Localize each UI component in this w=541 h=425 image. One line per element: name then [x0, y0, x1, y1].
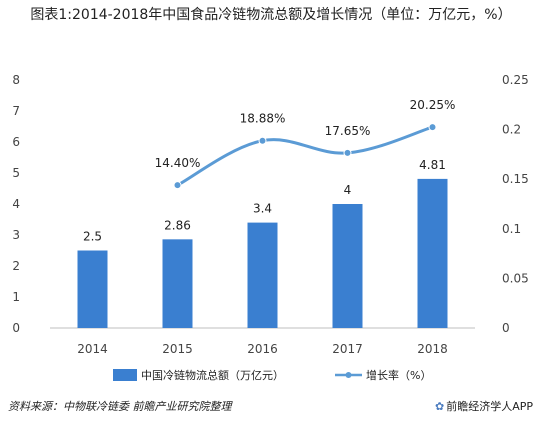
legend: 中国冷链物流总额（万亿元） 增长率（%） [113, 368, 431, 382]
growth-rate-line [176, 125, 433, 187]
right-axis-tick-label: 0 [502, 321, 510, 335]
legend-label-line: 增长率（%） [366, 368, 431, 382]
left-axis-ticks: 0 1 2 3 4 5 6 7 8 [12, 73, 20, 335]
bar-label-2014: 2.5 [83, 230, 102, 244]
x-axis-tick-label: 2018 [417, 342, 448, 356]
bar-series [77, 178, 448, 328]
bar-2017 [332, 204, 363, 328]
legend-swatch-bar [113, 369, 137, 381]
brand-credit: ✿ 前瞻经济学人APP [435, 398, 533, 414]
legend-label-bar: 中国冷链物流总额（万亿元） [141, 368, 284, 382]
bar-2018 [417, 178, 448, 328]
left-axis-tick-label: 5 [12, 166, 20, 180]
left-axis-tick-label: 6 [12, 135, 20, 149]
right-axis-tick-label: 0.25 [502, 73, 529, 87]
x-axis-tick-label: 2014 [77, 342, 108, 356]
x-axis-tick-label: 2015 [162, 342, 193, 356]
left-axis-tick-label: 8 [12, 73, 20, 87]
bar-2016 [247, 222, 278, 328]
growth-rate-labels: 14.40% 18.88% 17.65% 20.25% [155, 98, 456, 170]
x-axis-tick-label: 2016 [247, 342, 278, 356]
growth-marker-2016 [258, 136, 267, 145]
x-axis-ticks: 2014 2015 2016 2017 2018 [77, 342, 448, 356]
legend-swatch-marker [345, 372, 352, 378]
right-axis-tick-label: 0.1 [502, 222, 521, 236]
right-axis-ticks: 0 0.05 0.1 0.15 0.2 0.25 [502, 73, 529, 335]
bar-label-2015: 2.86 [164, 218, 191, 232]
right-axis-tick-label: 0.2 [502, 123, 521, 137]
growth-label-2015: 14.40% [155, 156, 201, 170]
growth-label-2018: 20.25% [410, 98, 456, 112]
chart-title: 图表1:2014-2018年中国食品冷链物流总额及增长情况（单位：万亿元，%） [30, 7, 512, 23]
growth-rate-markers [173, 123, 437, 190]
bar-data-labels: 2.5 2.86 3.4 4 4.81 [83, 158, 446, 244]
growth-label-2017: 17.65% [325, 124, 371, 138]
bar-2014 [77, 250, 108, 328]
bar-2015 [162, 239, 193, 328]
left-axis-tick-label: 3 [12, 228, 20, 242]
brand-logo-icon: ✿ [434, 400, 445, 413]
x-axis-tick-label: 2017 [332, 342, 363, 356]
left-axis-tick-label: 2 [12, 259, 20, 273]
bar-label-2018: 4.81 [419, 158, 446, 172]
right-axis-tick-label: 0.05 [502, 271, 529, 285]
right-axis-tick-label: 0.15 [502, 172, 529, 186]
left-axis-tick-label: 7 [12, 104, 20, 118]
left-axis-tick-label: 1 [12, 290, 20, 304]
growth-marker-2015 [173, 181, 182, 190]
source-note: 资料来源：中物联冷链委 前瞻产业研究院整理 [8, 400, 232, 413]
left-axis-tick-label: 4 [12, 197, 20, 211]
left-axis-tick-label: 0 [12, 321, 20, 335]
bar-label-2017: 4 [344, 183, 352, 197]
brand-name: 前瞻经济学人APP [446, 400, 533, 413]
growth-label-2016: 18.88% [240, 112, 286, 126]
growth-marker-2017 [343, 148, 352, 157]
bar-label-2016: 3.4 [253, 202, 272, 216]
growth-marker-2018 [428, 123, 437, 132]
